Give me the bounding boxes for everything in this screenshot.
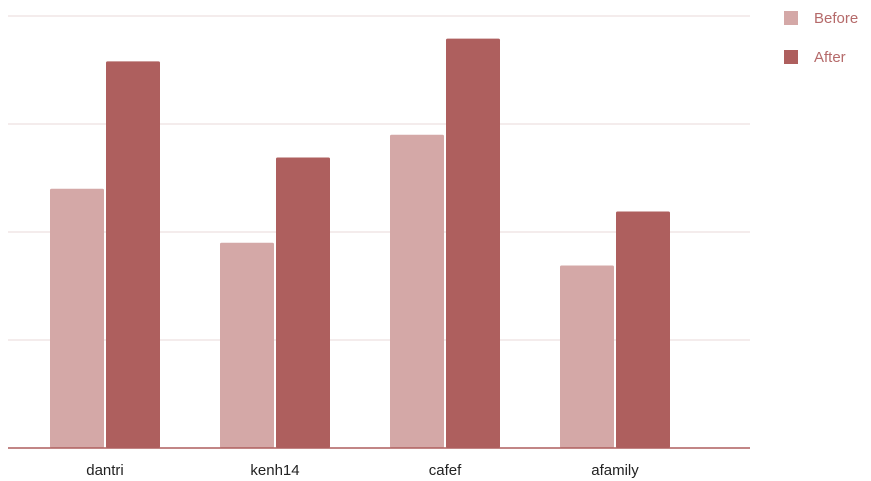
- bar-cafef-after[interactable]: [446, 38, 500, 449]
- x-tick-label-afamily: afamily: [591, 462, 639, 479]
- legend-label-after: After: [814, 48, 846, 66]
- legend-label-before: Before: [814, 9, 859, 27]
- x-tick-label-dantri: dantri: [86, 462, 124, 479]
- legend: Before After: [784, 8, 858, 86]
- x-tick-labels: dantri kenh14 cafef afamily: [86, 462, 639, 479]
- bar-kenh14-before[interactable]: [220, 242, 274, 448]
- x-tick-label-cafef: cafef: [429, 462, 462, 479]
- bar-dantri-after[interactable]: [106, 61, 160, 449]
- bar-chart: dantri kenh14 cafef afamily: [8, 15, 750, 479]
- bar-afamily-before[interactable]: [560, 265, 614, 448]
- bar-afamily-after[interactable]: [616, 211, 670, 448]
- bar-kenh14-after[interactable]: [276, 157, 330, 449]
- legend-swatch-after: [784, 50, 798, 64]
- legend-item-after[interactable]: After: [784, 47, 858, 67]
- x-tick-label-kenh14: kenh14: [250, 462, 299, 479]
- legend-swatch-before: [784, 11, 798, 25]
- bar-cafef-before[interactable]: [390, 134, 444, 449]
- bar-dantri-before[interactable]: [50, 188, 104, 449]
- bars: [50, 38, 670, 449]
- legend-item-before[interactable]: Before: [784, 8, 858, 28]
